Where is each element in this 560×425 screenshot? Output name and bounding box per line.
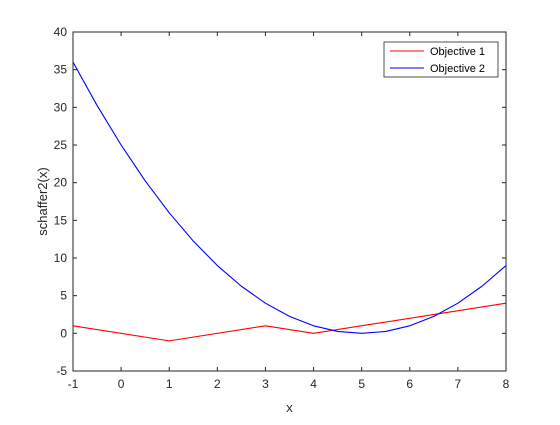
y-tick-label: 35 <box>54 63 68 77</box>
legend-label-2: Objective 2 <box>430 63 485 75</box>
y-tick-label: 25 <box>54 138 68 152</box>
x-tick-label: 3 <box>262 377 269 391</box>
legend-items: Objective 1 Objective 2 <box>390 46 485 75</box>
x-tick-label: 8 <box>503 377 510 391</box>
x-tick-label: 7 <box>455 377 462 391</box>
y-axis-title: schaffer2(x) <box>35 167 50 235</box>
y-tick-label: 10 <box>54 251 68 265</box>
y-tick-label: 15 <box>54 213 68 227</box>
y-tick-label: -5 <box>56 364 67 378</box>
series-line-1 <box>72 302 507 342</box>
y-tick-label: 0 <box>60 326 67 340</box>
x-tick-label: -1 <box>68 377 79 391</box>
legend: Objective 1 Objective 2 <box>383 41 499 78</box>
y-tick-label: 20 <box>54 176 68 190</box>
x-tick-label: 5 <box>358 377 365 391</box>
x-tick-label: 0 <box>118 377 125 391</box>
x-tick-label: 1 <box>166 377 173 391</box>
legend-label-1: Objective 1 <box>430 46 485 58</box>
y-tick-label: 40 <box>54 25 68 39</box>
y-tick-label: 5 <box>60 289 67 303</box>
y-tick-label: 30 <box>54 100 68 114</box>
x-axis-title: x <box>286 400 293 415</box>
series-layer <box>72 61 507 342</box>
x-tick-label: 4 <box>310 377 317 391</box>
plot-frame <box>72 31 507 372</box>
x-tick-label: 6 <box>406 377 413 391</box>
legend-box <box>383 41 499 78</box>
series-line-2 <box>72 61 507 334</box>
x-tick-label: 2 <box>214 377 221 391</box>
plot-area <box>73 32 506 371</box>
x-ticks: -1 0 1 2 3 4 5 6 7 8 <box>68 32 510 391</box>
y-ticks: -5 0 5 10 15 20 25 30 35 40 <box>54 25 506 378</box>
